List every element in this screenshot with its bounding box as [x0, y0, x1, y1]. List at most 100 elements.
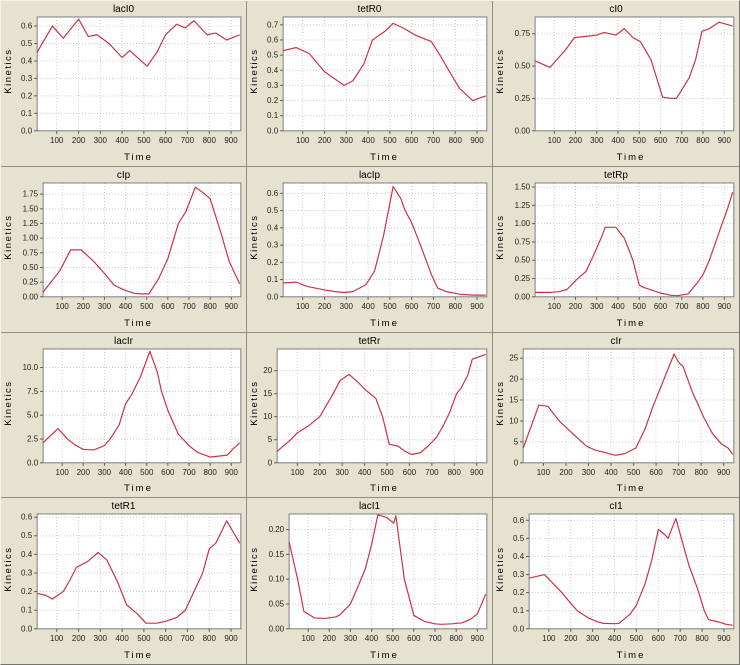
chart-title: lacI0 — [112, 4, 135, 15]
x-axis-label: Time — [616, 151, 646, 163]
x-tick-label: 900 — [225, 302, 239, 311]
y-tick-label: 0.3 — [21, 569, 33, 578]
chart-title: tetR0 — [357, 4, 382, 15]
x-axis-label: Time — [370, 317, 399, 329]
chart-panel-tetR0: tetR0 Kinetics 100 200 300 400 500 600 700 800 9… — [247, 1, 493, 167]
series-line — [535, 191, 734, 297]
x-tick-label: 100 — [537, 467, 551, 476]
chart-title: lacIp — [358, 169, 381, 181]
x-tick-label: 500 — [386, 634, 400, 643]
y-tick-label: 15 — [509, 395, 518, 404]
y-tick-label: 0.5 — [21, 531, 33, 540]
chart-panel-lacI1: lacI1 Kinetics 100 200 300 400 500 600 700 800 9… — [247, 498, 493, 664]
x-tick-label: 500 — [630, 634, 644, 643]
y-tick-label: 0.3 — [513, 570, 525, 579]
series-line — [42, 350, 241, 458]
x-tick-label: 100 — [302, 634, 316, 643]
y-tick-label: 0.25 — [23, 277, 39, 286]
y-tick-label: 0.2 — [267, 258, 279, 267]
plot-area — [289, 514, 487, 630]
y-tick-label: 0.1 — [267, 111, 279, 120]
x-tick-label: 300 — [582, 467, 596, 476]
chart-panel-tetRp: tetRp Kinetics 100 200 300 400 500 600 700 800 9… — [493, 166, 739, 333]
series-line — [522, 352, 734, 456]
y-tick-label: 0.7 — [267, 20, 279, 29]
x-tick-label: 300 — [94, 634, 108, 643]
series-line — [283, 185, 486, 296]
line-chart-cIr: 100 200 300 400 500 600 700 800 900 0 5 10 15 20 25 — [509, 347, 735, 476]
plot-area — [37, 16, 241, 131]
y-tick-label: 0.2 — [513, 588, 525, 597]
line-chart-cI0: 100 200 300 400 500 600 700 800 900 0.00 0.25 0.50 0… — [515, 16, 735, 145]
y-tick-label: 0.25 — [515, 274, 531, 283]
line-chart-tetRr: 100 200 300 400 500 600 700 800 900 0 5 10 15 20 — [263, 347, 488, 476]
x-tick-label: 500 — [633, 136, 647, 145]
y-tick-label: 1.50 — [23, 204, 39, 213]
y-axis-label: Kinetics — [249, 380, 260, 426]
x-tick-label: 700 — [425, 467, 439, 476]
x-tick-label: 400 — [115, 136, 129, 145]
y-axis-label: Kinetics — [495, 380, 506, 426]
y-tick-label: 1.25 — [515, 201, 531, 210]
y-tick-label: 0.4 — [21, 57, 33, 66]
series-line — [42, 186, 241, 295]
y-tick-label: 0.6 — [513, 516, 525, 525]
y-tick-label: 25 — [509, 353, 518, 362]
y-tick-label: 0.00 — [269, 625, 285, 634]
y-tick-label: 0.5 — [21, 39, 33, 48]
y-tick-label: 1.25 — [23, 219, 39, 228]
y-tick-label: 0.75 — [23, 248, 39, 257]
chart-panel-cI1: cI1 Kinetics 100 200 300 400 500 600 700 800 900… — [493, 498, 739, 664]
chart-title: cIr — [610, 335, 622, 347]
x-tick-label: 800 — [696, 302, 710, 311]
y-tick-label: 5 — [268, 435, 273, 444]
x-tick-label: 800 — [203, 136, 217, 145]
x-tick-label: 500 — [383, 136, 397, 145]
line-chart-tetRp: 100 200 300 400 500 600 700 800 900 0.00 0.25 0.50 0… — [515, 182, 735, 311]
y-tick-label: 0.20 — [269, 525, 285, 534]
x-tick-label: 600 — [161, 467, 175, 476]
y-axis-label: Kinetics — [3, 48, 14, 95]
x-tick-label: 700 — [675, 302, 689, 311]
x-tick-label: 100 — [542, 634, 556, 643]
y-tick-label: 1.75 — [23, 189, 39, 198]
x-tick-label: 200 — [72, 136, 86, 145]
x-tick-label: 300 — [590, 302, 604, 311]
y-tick-label: 0.5 — [513, 534, 525, 543]
chart-title: lacI1 — [358, 501, 381, 513]
x-tick-label: 100 — [291, 467, 305, 476]
plot-area — [283, 16, 487, 131]
line-chart-lacIr: 100 200 300 400 500 600 700 800 900 0.0 2.5 5.0 7.5 1… — [23, 347, 242, 476]
y-tick-label: 0.4 — [267, 223, 279, 232]
x-tick-label: 400 — [115, 634, 129, 643]
x-tick-label: 100 — [296, 136, 310, 145]
x-tick-label: 900 — [470, 136, 484, 145]
x-tick-label: 900 — [224, 136, 238, 145]
y-tick-label: 0.5 — [267, 51, 279, 60]
chart-title: tetR1 — [111, 501, 136, 513]
y-tick-label: 0.0 — [21, 625, 33, 634]
x-tick-label: 700 — [427, 302, 441, 311]
plot-border — [522, 347, 735, 463]
chart-title: cI0 — [609, 4, 623, 15]
y-tick-label: 0.1 — [21, 606, 33, 615]
x-tick-label: 900 — [225, 467, 239, 476]
x-tick-label: 800 — [449, 302, 463, 311]
plot-border — [528, 513, 735, 630]
x-axis-label: Time — [124, 650, 153, 661]
y-tick-label: 0.3 — [21, 74, 33, 83]
x-tick-label: 200 — [318, 302, 332, 311]
x-tick-label: 900 — [717, 467, 731, 476]
plot-border — [282, 182, 488, 298]
y-tick-label: 0.50 — [515, 256, 531, 265]
x-tick-label: 600 — [405, 302, 419, 311]
y-tick-label: 0.2 — [21, 587, 33, 596]
x-tick-label: 900 — [470, 467, 484, 476]
x-tick-label: 500 — [633, 302, 647, 311]
y-tick-label: 0.0 — [267, 292, 279, 301]
x-tick-label: 800 — [450, 634, 464, 643]
chart-panel-cI0: cI0 Kinetics 100 200 300 400 500 600 700 800 900… — [493, 1, 739, 167]
x-tick-label: 500 — [137, 634, 151, 643]
series-line — [528, 518, 733, 627]
